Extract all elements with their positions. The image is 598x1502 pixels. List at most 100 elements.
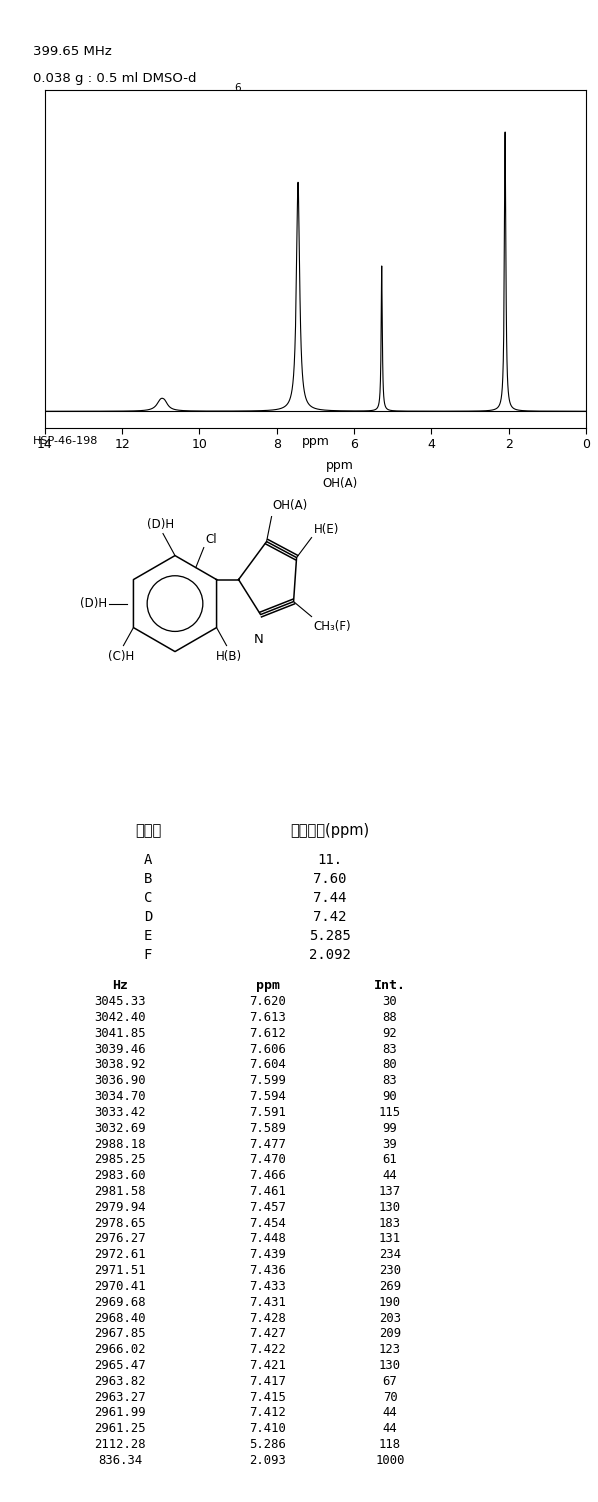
Text: 3041.85: 3041.85 <box>94 1027 146 1039</box>
Text: 83: 83 <box>383 1042 398 1056</box>
Text: 61: 61 <box>383 1154 398 1167</box>
Text: ppm: ppm <box>256 979 280 993</box>
Text: 3039.46: 3039.46 <box>94 1042 146 1056</box>
Text: 7.466: 7.466 <box>249 1169 286 1182</box>
Text: OH(A): OH(A) <box>273 499 308 512</box>
Text: 7.620: 7.620 <box>249 996 286 1008</box>
Text: 44: 44 <box>383 1406 398 1419</box>
Text: 标记氢: 标记氢 <box>135 823 161 838</box>
Text: 2979.94: 2979.94 <box>94 1200 146 1214</box>
Text: A: A <box>144 853 152 867</box>
Text: (C)H: (C)H <box>108 649 135 662</box>
Text: 2965.47: 2965.47 <box>94 1359 146 1371</box>
Text: 7.42: 7.42 <box>313 910 347 924</box>
Text: 3045.33: 3045.33 <box>94 996 146 1008</box>
Text: 3036.90: 3036.90 <box>94 1074 146 1087</box>
Text: HSP-46-198: HSP-46-198 <box>33 436 98 446</box>
Text: 2961.99: 2961.99 <box>94 1406 146 1419</box>
Text: 7.431: 7.431 <box>249 1296 286 1308</box>
Text: 6: 6 <box>234 83 241 93</box>
Text: 7.428: 7.428 <box>249 1311 286 1325</box>
Text: Cl: Cl <box>206 533 218 545</box>
Text: 11.: 11. <box>318 853 343 867</box>
Text: 30: 30 <box>383 996 398 1008</box>
Text: 7.422: 7.422 <box>249 1343 286 1356</box>
Text: (D)H: (D)H <box>80 598 107 610</box>
Text: 2985.25: 2985.25 <box>94 1154 146 1167</box>
Text: 7.433: 7.433 <box>249 1280 286 1293</box>
Text: 2963.27: 2963.27 <box>94 1391 146 1404</box>
Text: 7.470: 7.470 <box>249 1154 286 1167</box>
Text: 88: 88 <box>383 1011 398 1024</box>
Text: 7.604: 7.604 <box>249 1059 286 1071</box>
Text: 2976.27: 2976.27 <box>94 1233 146 1245</box>
Text: 203: 203 <box>379 1311 401 1325</box>
Text: 2112.28: 2112.28 <box>94 1437 146 1451</box>
Text: 44: 44 <box>383 1169 398 1182</box>
Text: 7.612: 7.612 <box>249 1027 286 1039</box>
Text: 836.34: 836.34 <box>98 1454 142 1467</box>
Text: 7.457: 7.457 <box>249 1200 286 1214</box>
Text: 2966.02: 2966.02 <box>94 1343 146 1356</box>
Text: 7.461: 7.461 <box>249 1185 286 1199</box>
Text: (D)H: (D)H <box>148 518 175 530</box>
Text: 83: 83 <box>383 1074 398 1087</box>
Text: 7.599: 7.599 <box>249 1074 286 1087</box>
Text: 7.591: 7.591 <box>249 1105 286 1119</box>
Text: 99: 99 <box>383 1122 398 1134</box>
Text: 7.417: 7.417 <box>249 1374 286 1388</box>
Text: 7.589: 7.589 <box>249 1122 286 1134</box>
Text: 7.436: 7.436 <box>249 1265 286 1277</box>
Text: 7.606: 7.606 <box>249 1042 286 1056</box>
Text: 2968.40: 2968.40 <box>94 1311 146 1325</box>
Text: 131: 131 <box>379 1233 401 1245</box>
Text: CH₃(F): CH₃(F) <box>313 620 351 632</box>
Text: 67: 67 <box>383 1374 398 1388</box>
Text: 2981.58: 2981.58 <box>94 1185 146 1199</box>
Text: N: N <box>254 632 264 646</box>
Text: 3032.69: 3032.69 <box>94 1122 146 1134</box>
Text: 44: 44 <box>383 1422 398 1436</box>
Text: 7.613: 7.613 <box>249 1011 286 1024</box>
Text: E: E <box>144 930 152 943</box>
Text: 7.412: 7.412 <box>249 1406 286 1419</box>
Text: 7.594: 7.594 <box>249 1090 286 1102</box>
Text: 7.421: 7.421 <box>249 1359 286 1371</box>
Text: 5.286: 5.286 <box>249 1437 286 1451</box>
Text: 209: 209 <box>379 1328 401 1340</box>
Text: 190: 190 <box>379 1296 401 1308</box>
Text: 2.093: 2.093 <box>249 1454 286 1467</box>
Text: 118: 118 <box>379 1437 401 1451</box>
Text: 7.448: 7.448 <box>249 1233 286 1245</box>
Text: 1000: 1000 <box>376 1454 405 1467</box>
Text: 3042.40: 3042.40 <box>94 1011 146 1024</box>
Text: 183: 183 <box>379 1217 401 1230</box>
Text: 7.44: 7.44 <box>313 891 347 906</box>
Text: Hz: Hz <box>112 979 128 993</box>
Text: C: C <box>144 891 152 906</box>
Text: 2963.82: 2963.82 <box>94 1374 146 1388</box>
Text: H(E): H(E) <box>313 523 339 536</box>
Text: 3038.92: 3038.92 <box>94 1059 146 1071</box>
Text: 130: 130 <box>379 1359 401 1371</box>
Text: 化学位移(ppm): 化学位移(ppm) <box>291 823 370 838</box>
Text: 5.285: 5.285 <box>309 930 351 943</box>
Text: 2.092: 2.092 <box>309 948 351 963</box>
Text: 2972.61: 2972.61 <box>94 1248 146 1262</box>
Text: 3033.42: 3033.42 <box>94 1105 146 1119</box>
Text: 123: 123 <box>379 1343 401 1356</box>
Text: 0.038 g : 0.5 ml DMSO-d: 0.038 g : 0.5 ml DMSO-d <box>33 72 196 86</box>
Text: 90: 90 <box>383 1090 398 1102</box>
Text: 2967.85: 2967.85 <box>94 1328 146 1340</box>
Text: 80: 80 <box>383 1059 398 1071</box>
Text: 7.427: 7.427 <box>249 1328 286 1340</box>
Text: 399.65 MHz: 399.65 MHz <box>33 45 112 59</box>
Text: D: D <box>144 910 152 924</box>
Text: 7.454: 7.454 <box>249 1217 286 1230</box>
Text: 2978.65: 2978.65 <box>94 1217 146 1230</box>
Text: 7.415: 7.415 <box>249 1391 286 1404</box>
Text: B: B <box>144 873 152 886</box>
Text: ppm: ppm <box>326 458 354 472</box>
Text: 2983.60: 2983.60 <box>94 1169 146 1182</box>
Text: F: F <box>144 948 152 963</box>
